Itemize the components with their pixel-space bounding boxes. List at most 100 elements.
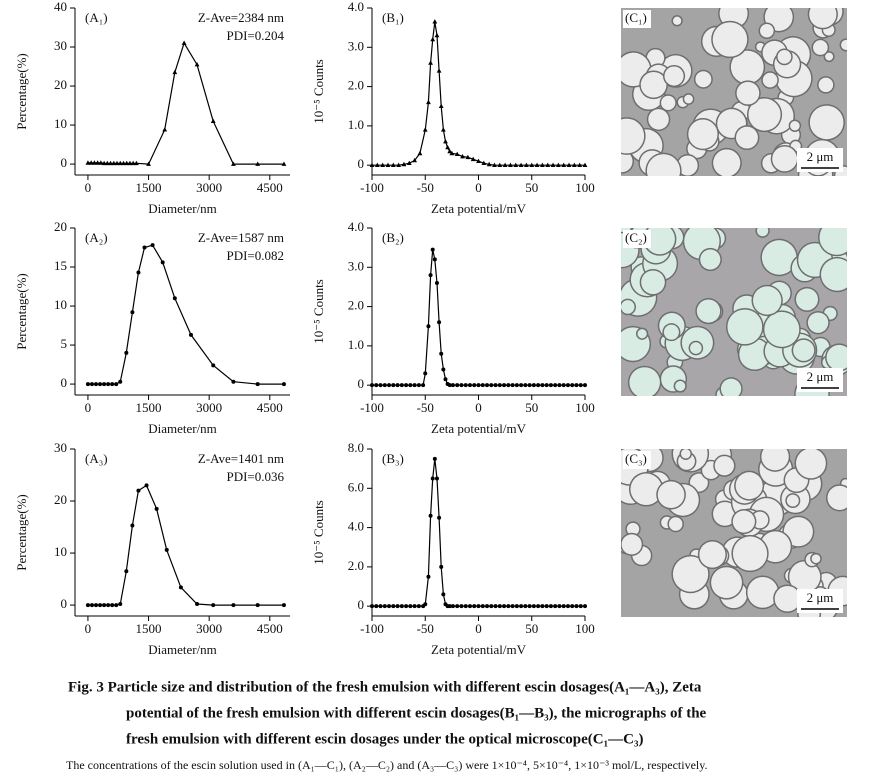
- marker: [181, 40, 187, 45]
- marker: [553, 604, 558, 609]
- marker: [536, 604, 541, 609]
- x-tick-label: 100: [575, 180, 595, 195]
- marker: [510, 383, 515, 388]
- marker: [370, 604, 374, 609]
- marker: [450, 604, 455, 609]
- marker: [391, 604, 396, 609]
- droplet: [772, 146, 798, 172]
- x-tick-label: 0: [85, 621, 92, 636]
- x-axis-label: Diameter/nm: [148, 201, 217, 216]
- y-tick-label: 4.0: [348, 219, 364, 234]
- annotation: Z-Ave=1401 nm: [198, 451, 284, 466]
- y-tick-label: 8.0: [348, 440, 364, 455]
- data-line: [372, 21, 585, 166]
- marker: [210, 118, 216, 123]
- droplet: [811, 554, 821, 563]
- marker: [124, 350, 129, 355]
- marker: [432, 456, 437, 461]
- marker: [188, 332, 193, 337]
- marker: [430, 476, 435, 481]
- marker: [439, 564, 444, 569]
- micrograph-label: (C₁): [625, 10, 647, 25]
- marker: [399, 383, 404, 388]
- marker: [570, 604, 575, 609]
- droplets: [621, 449, 847, 617]
- marker: [443, 377, 448, 382]
- droplet: [748, 98, 781, 131]
- marker: [523, 604, 528, 609]
- marker: [412, 157, 417, 163]
- droplet: [789, 561, 821, 593]
- y-tick-label: 4.0: [348, 0, 364, 14]
- marker: [476, 604, 481, 609]
- marker: [583, 604, 587, 609]
- marker: [423, 371, 428, 376]
- y-tick-label: 10: [54, 297, 67, 312]
- x-axis-label: Zeta potential/mV: [431, 201, 527, 216]
- marker: [378, 383, 383, 388]
- x-tick-label: 1500: [136, 180, 162, 195]
- x-tick-label: -50: [417, 621, 434, 636]
- marker: [98, 382, 103, 387]
- droplet: [688, 119, 718, 149]
- data-line: [87, 41, 284, 165]
- droplet: [826, 344, 847, 371]
- marker: [110, 382, 115, 387]
- marker: [144, 483, 149, 488]
- x-tick-label: 100: [575, 621, 595, 636]
- marker: [374, 383, 379, 388]
- marker: [422, 127, 428, 132]
- marker: [508, 162, 513, 167]
- marker: [401, 161, 407, 167]
- droplet: [821, 258, 847, 291]
- marker: [441, 592, 446, 597]
- droplet: [672, 16, 682, 25]
- x-tick-label: 3000: [196, 621, 222, 636]
- y-tick-label: 6.0: [348, 479, 364, 494]
- caption-line: potential of the fresh emulsion with dif…: [126, 705, 707, 721]
- marker: [489, 604, 494, 609]
- marker: [447, 148, 453, 154]
- marker: [497, 604, 502, 609]
- marker: [117, 160, 123, 166]
- marker: [428, 273, 433, 278]
- marker: [502, 383, 507, 388]
- marker: [519, 383, 524, 388]
- marker: [136, 488, 141, 493]
- marker: [150, 243, 155, 248]
- marker: [583, 383, 587, 388]
- marker: [380, 162, 386, 167]
- marker: [114, 160, 120, 166]
- marker: [472, 604, 477, 609]
- x-tick-label: 50: [525, 621, 538, 636]
- marker: [211, 363, 216, 368]
- marker: [518, 162, 524, 167]
- marker: [106, 603, 111, 608]
- marker: [110, 603, 115, 608]
- marker: [231, 603, 236, 608]
- data-line: [372, 458, 585, 607]
- y-tick-label: 0: [61, 596, 68, 611]
- y-axis-label: Percentage(%): [14, 494, 29, 571]
- marker: [385, 162, 391, 167]
- droplet: [644, 228, 675, 255]
- marker: [544, 604, 549, 609]
- droplet: [684, 94, 693, 104]
- marker: [370, 383, 374, 388]
- marker: [565, 604, 570, 609]
- marker: [438, 103, 444, 109]
- marker: [428, 513, 433, 518]
- marker: [497, 383, 502, 388]
- marker: [281, 161, 287, 166]
- panel-label: (B₁): [382, 10, 404, 25]
- droplet: [747, 577, 779, 608]
- marker: [395, 383, 400, 388]
- droplet: [712, 22, 748, 57]
- x-tick-label: 3000: [196, 400, 222, 415]
- marker: [489, 383, 494, 388]
- marker: [523, 383, 528, 388]
- marker: [447, 604, 452, 609]
- marker: [426, 324, 431, 329]
- droplet: [626, 522, 640, 536]
- y-tick-label: 0: [358, 597, 365, 612]
